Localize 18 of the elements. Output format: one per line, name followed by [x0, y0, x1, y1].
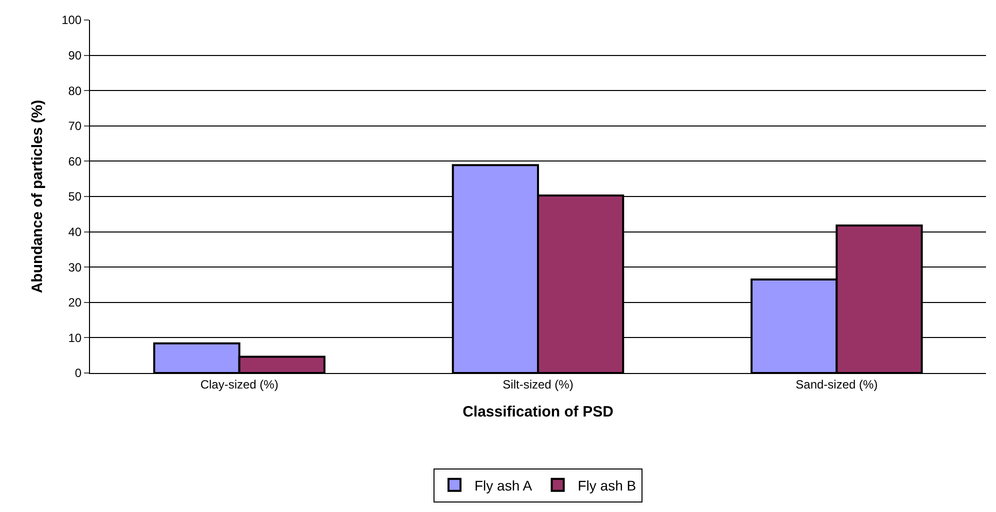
y-tick-label: 10	[68, 330, 82, 345]
x-axis-title: Classification of PSD	[462, 403, 614, 420]
y-axis-title: Abundance of particles (%)	[28, 100, 46, 294]
y-tick-label: 70	[68, 119, 82, 134]
y-tick-label: 20	[68, 296, 82, 310]
y-tick-label: 90	[68, 48, 82, 62]
y-tick-label: 100	[62, 13, 82, 28]
x-tick-label: Silt-sized (%)	[502, 377, 574, 392]
legend-label: Fly ash A	[474, 477, 533, 494]
x-tick-label: Clay-sized (%)	[200, 377, 278, 392]
y-tick-label: 30	[68, 260, 82, 274]
y-tick-label: 40	[68, 225, 82, 239]
y-tick-label: 80	[68, 84, 82, 98]
legend-label: Fly ash B	[578, 477, 636, 494]
y-tick-label: 0	[74, 366, 82, 380]
y-tick-label: 50	[68, 190, 82, 204]
y-tick-label: 60	[68, 154, 82, 168]
x-tick-label: Sand-sized (%)	[796, 377, 878, 392]
